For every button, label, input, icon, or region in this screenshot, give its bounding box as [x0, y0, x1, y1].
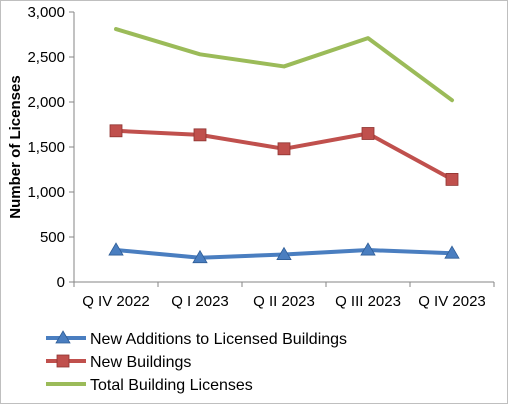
legend: New Additions to Licensed Buildings New B… — [46, 330, 347, 394]
x-tick-label: Q I 2023 — [171, 293, 229, 310]
series-2 — [109, 124, 459, 186]
data-point-square — [277, 142, 291, 156]
x-tick-label: Q III 2023 — [335, 293, 401, 310]
y-tick-label: 2,500 — [27, 49, 65, 66]
data-point-square — [445, 172, 459, 186]
y-tick-label: 1,000 — [27, 184, 65, 201]
data-point-triangle — [108, 242, 124, 256]
data-point-square — [109, 124, 123, 138]
series-layer — [108, 27, 460, 264]
series-1 — [108, 242, 460, 264]
y-tick-label: 3,000 — [27, 4, 65, 21]
y-tick-label: 2,000 — [27, 94, 65, 111]
data-point-triangle — [360, 242, 376, 256]
x-tick-label: Q IV 2022 — [82, 293, 150, 310]
legend-item: Total Building Licenses — [46, 377, 253, 394]
x-tick-label: Q IV 2023 — [418, 293, 486, 310]
legend-label: New Additions to Licensed Buildings — [90, 331, 347, 348]
legend-label: New Buildings — [90, 354, 191, 371]
x-tick-label: Q II 2023 — [253, 293, 315, 310]
y-tick-label: 1,500 — [27, 139, 65, 156]
legend-label: Total Building Licenses — [90, 377, 253, 394]
legend-item: New Buildings — [46, 354, 191, 371]
y-tick-label: 500 — [40, 229, 65, 246]
legend-item: New Additions to Licensed Buildings — [46, 330, 347, 348]
data-point-triangle — [192, 249, 208, 264]
data-point-triangle — [55, 330, 71, 344]
data-point-square — [56, 354, 70, 368]
y-axis-title: Number of Licenses — [7, 75, 24, 218]
data-point-square — [361, 127, 375, 140]
data-point-triangle — [276, 246, 292, 260]
data-point-square — [193, 128, 207, 142]
y-tick-label: 0 — [57, 274, 65, 291]
axes: 0 500 1,000 1,500 2,000 2,500 3,000 Q IV 2022 Q … — [27, 4, 495, 310]
series-3 — [114, 27, 454, 103]
series-line — [114, 27, 454, 103]
data-point-triangle — [444, 245, 460, 259]
